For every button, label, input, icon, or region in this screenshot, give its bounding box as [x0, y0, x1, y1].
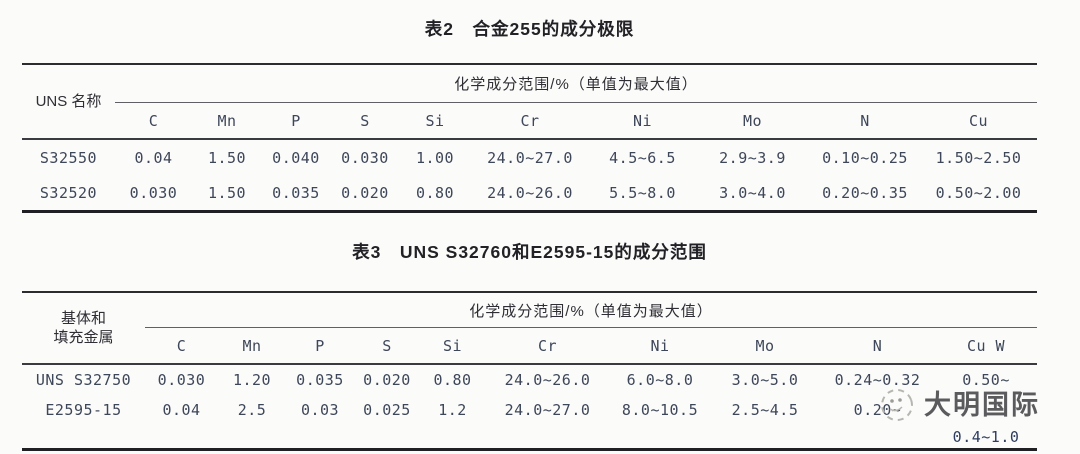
col-header-c: C: [145, 327, 218, 365]
cell: 1.20: [232, 371, 272, 389]
cell: 1.50~2.50: [935, 148, 1022, 167]
table-row-s32520: S32520 0.030 1.50 0.035 0.020 0.80 24.0~…: [22, 175, 1037, 212]
col-header-si: Si: [420, 327, 485, 365]
cell: 1.50: [207, 148, 247, 167]
row-name: S32520: [39, 183, 98, 202]
col-header-n: N: [810, 102, 920, 140]
cell: 5.5~8.0: [609, 183, 676, 202]
cell: 0.04: [134, 148, 173, 167]
col-header-p: P: [262, 102, 330, 140]
cell: 0.20~: [853, 401, 902, 419]
table2-title: 表2 合金255的成分极限: [424, 19, 635, 39]
cell: 24.0~26.0: [504, 371, 591, 389]
cell: 0.035: [272, 183, 320, 202]
cell: 0.025: [363, 401, 411, 419]
cell: 24.0~26.0: [487, 183, 573, 202]
cell: 1.2: [438, 401, 467, 419]
cell: 0.50~: [962, 371, 1010, 389]
cell: 0.04: [162, 401, 201, 419]
cell: 4.5~6.5: [609, 148, 676, 167]
col-header-cu: Cu: [920, 102, 1038, 140]
cell: 1.50: [207, 183, 247, 202]
col-header-p: P: [286, 327, 354, 365]
cell: 24.0~27.0: [487, 148, 573, 167]
cell: 0.020: [341, 183, 389, 202]
col-header-si: Si: [400, 102, 470, 140]
cell: 0.030: [341, 148, 389, 167]
cell: 1.00: [415, 148, 455, 167]
row-name: S32550: [39, 148, 98, 167]
cell-cu-w-wrapped: 0.4~1.0: [935, 395, 1037, 450]
cell: 2.9~3.9: [719, 148, 786, 167]
cell: 3.0~4.0: [719, 183, 786, 202]
table-row-e2595-15: E2595-15 0.04 2.5 0.03 0.025 1.2 24.0~27…: [22, 395, 1037, 450]
col-header-n: N: [820, 327, 935, 365]
cell: 0.24~0.32: [834, 371, 921, 389]
col-header-s: S: [330, 102, 400, 140]
col-header-s: S: [354, 327, 420, 365]
cell: 2.5: [237, 401, 267, 419]
cell: 0.03: [300, 401, 340, 419]
table-row-uns-s32750: UNS S32750 0.030 1.20 0.035 0.020 0.80 2…: [22, 364, 1037, 395]
cell: 0.030: [129, 183, 178, 202]
col-header-mo: Mo: [695, 102, 810, 140]
cell: 0.10~0.25: [822, 148, 908, 167]
col-header-mn: Mn: [192, 102, 262, 140]
cell: 6.0~8.0: [626, 371, 694, 389]
cell: 3.0~5.0: [731, 371, 799, 389]
span-header-chem-range: 化学成分范围/%（单值为最大值）: [145, 292, 1038, 328]
cell: 0.80: [415, 183, 455, 202]
table-row-s32550: S32550 0.04 1.50 0.040 0.030 1.00 24.0~2…: [22, 139, 1037, 175]
col-header-mn: Mn: [218, 327, 286, 365]
col-header-mo: Mo: [710, 327, 820, 365]
row-name: E2595-15: [45, 401, 122, 419]
cell: 24.0~27.0: [504, 401, 591, 419]
alloy-255-composition-table: UNS 名称 化学成分范围/%（单值为最大值） C Mn P S Si Cr N…: [22, 63, 1038, 213]
cell: 0.030: [157, 371, 206, 389]
col-header-c: C: [115, 102, 192, 140]
col-header-cu-w: Cu W: [935, 327, 1038, 365]
s32760-e2595-composition-table: 基体和 填充金属 化学成分范围/%（单值为最大值） C Mn P S Si Cr…: [22, 291, 1038, 451]
row-header-uns-name: UNS 名称: [22, 64, 115, 140]
col-header-ni: Ni: [610, 327, 710, 365]
cell: 0.50~2.00: [935, 183, 1022, 202]
wrapped-value: 0.4~1.0: [952, 428, 1020, 446]
cell: 0.040: [272, 148, 320, 167]
col-header-cr: Cr: [485, 327, 610, 365]
cell: 2.5~4.5: [731, 401, 799, 419]
col-header-cr: Cr: [470, 102, 590, 140]
cell: 8.0~10.5: [621, 401, 699, 419]
cell: 0.020: [363, 371, 411, 389]
table3-title: 表3 UNS S32760和E2595-15的成分范围: [352, 242, 707, 262]
span-header-chem-range: 化学成分范围/%（单值为最大值）: [115, 64, 1038, 103]
col-header-ni: Ni: [590, 102, 695, 140]
cell: 0.20~0.35: [822, 183, 908, 202]
cell: 0.80: [433, 371, 472, 389]
cell: 0.035: [296, 371, 344, 389]
row-header-base-filler-metal: 基体和 填充金属: [22, 292, 145, 365]
row-name: UNS S32750: [35, 371, 132, 389]
